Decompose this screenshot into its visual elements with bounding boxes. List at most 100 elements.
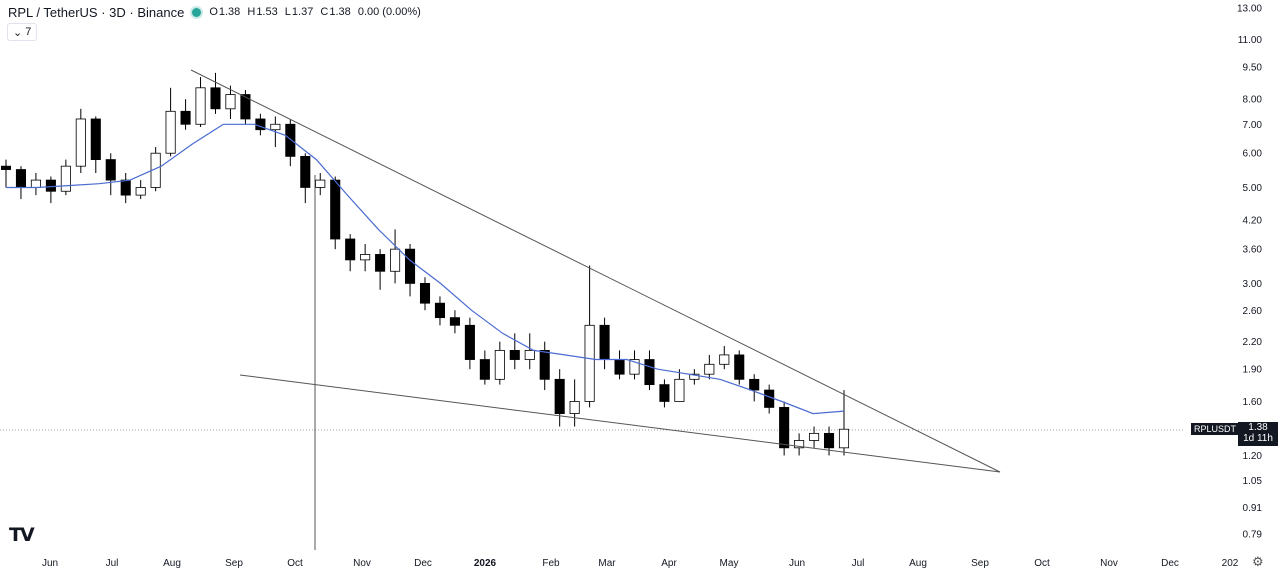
candle-down <box>345 238 356 261</box>
trendlines <box>190 69 1001 550</box>
high-value: 1.53 <box>256 6 278 18</box>
close-value: 1.38 <box>329 6 351 18</box>
x-tick-label: Apr <box>661 558 677 569</box>
y-tick-label: 0.79 <box>1243 530 1263 541</box>
market-status-dot <box>192 7 202 17</box>
y-tick-label: 5.00 <box>1243 183 1263 194</box>
candle-up <box>165 110 176 154</box>
candle-down <box>749 378 760 391</box>
candle-down <box>823 432 835 449</box>
candle-down <box>300 155 311 188</box>
candle-up <box>315 179 326 188</box>
y-axis[interactable]: 13.00 11.00 9.50 8.00 7.00 6.00 5.00 4.20 3.60 3.… <box>1237 4 1262 541</box>
candle-down <box>404 248 416 284</box>
x-tick-label: Dec <box>414 558 432 569</box>
candle-down <box>599 324 610 360</box>
candle-up <box>719 354 730 365</box>
x-tick-label: Sep <box>971 558 989 569</box>
candle-down <box>554 378 565 414</box>
indicators-collapse-button[interactable]: ⌄ 7 <box>7 23 38 41</box>
candle-down <box>644 359 655 386</box>
x-tick-label: Sep <box>225 558 243 569</box>
candle-down <box>210 87 221 110</box>
x-tick-label: Oct <box>1034 558 1050 569</box>
x-tick-label: Jul <box>852 558 865 569</box>
candle-up <box>75 118 86 167</box>
candle-up <box>629 359 640 375</box>
x-tick-label: Mar <box>598 558 616 569</box>
bar-countdown: 1d 11h <box>1243 433 1273 444</box>
candle-down <box>240 94 251 120</box>
x-tick-label: Jul <box>106 558 119 569</box>
candle-down <box>105 159 116 181</box>
candle-up <box>704 363 715 375</box>
candle-up <box>674 378 685 402</box>
candle-down <box>180 110 191 125</box>
y-tick-label: 1.60 <box>1243 397 1263 408</box>
x-tick-label: 2026 <box>474 558 497 569</box>
candle-up <box>809 432 820 441</box>
candle-up <box>524 349 535 360</box>
y-tick-label: 3.60 <box>1243 245 1263 256</box>
candle-down <box>734 354 745 380</box>
y-tick-label: 4.20 <box>1243 216 1263 227</box>
y-tick-label: 9.50 <box>1243 62 1263 73</box>
candle-up <box>270 123 281 131</box>
candle-up <box>30 179 41 188</box>
y-tick-label: 7.00 <box>1243 120 1263 131</box>
candle-up <box>360 254 371 261</box>
y-tick-label: 13.00 <box>1237 4 1262 15</box>
change-value: 0.00 (0.00%) <box>357 6 421 18</box>
indicator-count: 7 <box>25 26 32 38</box>
candle-down <box>15 169 27 188</box>
candle-up <box>60 165 71 192</box>
candle-down <box>375 254 386 272</box>
y-tick-label: 1.90 <box>1243 365 1263 376</box>
x-tick-label: 202 <box>1222 558 1239 569</box>
candle-up <box>838 428 850 449</box>
x-tick-label: Nov <box>1100 558 1118 569</box>
tradingview-logo-icon[interactable]: TV <box>9 524 35 546</box>
candle-down <box>464 324 475 360</box>
candle-up <box>794 440 805 449</box>
candle-down <box>419 282 431 304</box>
x-tick-label: Jun <box>789 558 805 569</box>
candle-down <box>0 165 12 170</box>
candle-down <box>120 179 131 196</box>
open-value: 1.38 <box>218 6 241 18</box>
x-tick-label: Aug <box>909 558 927 569</box>
candle-up <box>195 87 206 125</box>
candle-down <box>659 384 670 402</box>
x-tick-label: Oct <box>287 558 303 569</box>
y-tick-label: 2.20 <box>1243 337 1263 348</box>
last-price-box: 1.38 1d 11h <box>1238 422 1278 446</box>
candle-up <box>569 401 580 414</box>
candle-down <box>434 302 446 319</box>
x-tick-label: May <box>720 558 739 569</box>
x-tick-label: Feb <box>542 558 560 569</box>
last-price-value: 1.38 <box>1248 422 1268 433</box>
candle-down <box>614 359 625 375</box>
candle-down <box>539 349 550 380</box>
moving-average-line <box>6 123 845 415</box>
y-tick-label: 1.05 <box>1243 476 1263 487</box>
candle-up <box>225 94 236 110</box>
chart-legend: RPL / TetherUS · 3D · Binance O1.38 H1.5… <box>8 3 425 21</box>
lower-trendline[interactable] <box>239 374 1001 473</box>
candle-up <box>584 324 595 402</box>
candle-up <box>689 373 700 380</box>
candles <box>0 72 850 456</box>
y-tick-label: 6.00 <box>1243 149 1263 160</box>
y-tick-label: 8.00 <box>1243 95 1263 106</box>
candle-up <box>135 187 146 196</box>
symbol-title[interactable]: RPL / TetherUS · 3D · Binance <box>8 4 185 20</box>
candle-down <box>509 349 520 360</box>
gear-icon[interactable]: ⚙ <box>1252 554 1264 569</box>
x-tick-label: Nov <box>353 558 371 569</box>
x-tick-label: Jun <box>42 558 58 569</box>
upper-trendline[interactable] <box>190 69 1001 473</box>
ohlc-values: O1.38 H1.53 L1.37 C1.38 0.00 (0.00%) <box>209 6 421 18</box>
x-axis[interactable]: Jun Jul Aug Sep Oct Nov Dec 2026 Feb Mar Apr May Jun… <box>42 558 1239 569</box>
y-tick-label: 3.00 <box>1243 279 1263 290</box>
